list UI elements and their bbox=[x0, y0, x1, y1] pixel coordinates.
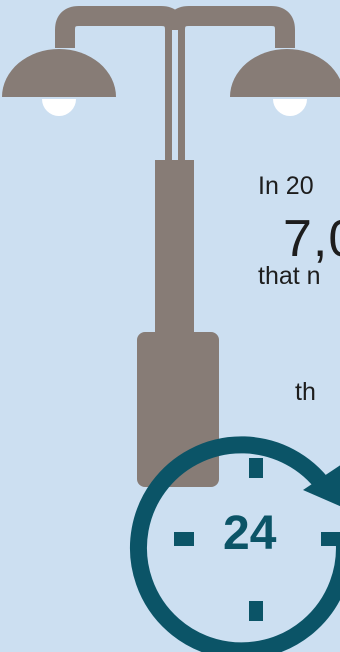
clock-arrowhead bbox=[303, 465, 340, 507]
bulb-left bbox=[42, 99, 76, 116]
text-line-big-number: 7,0 bbox=[283, 210, 340, 268]
clock-ring bbox=[130, 436, 340, 652]
pole-gap bbox=[172, 30, 178, 165]
bulb-right bbox=[273, 99, 307, 116]
lamp-arm-right bbox=[165, 6, 295, 190]
pole bbox=[155, 160, 194, 340]
lamp-head-left bbox=[2, 49, 116, 97]
lamp-head-right bbox=[230, 49, 340, 97]
clock-tick-right bbox=[321, 532, 340, 546]
text-line-4: th bbox=[295, 378, 316, 406]
text-line-1: In 20 bbox=[258, 172, 314, 200]
clock-hours-label: 24 bbox=[223, 507, 277, 560]
clock-tick-bottom bbox=[249, 601, 263, 621]
clock-tick-top bbox=[249, 458, 263, 478]
clock-tick-left bbox=[174, 532, 194, 546]
text-line-3: that n bbox=[258, 262, 321, 290]
